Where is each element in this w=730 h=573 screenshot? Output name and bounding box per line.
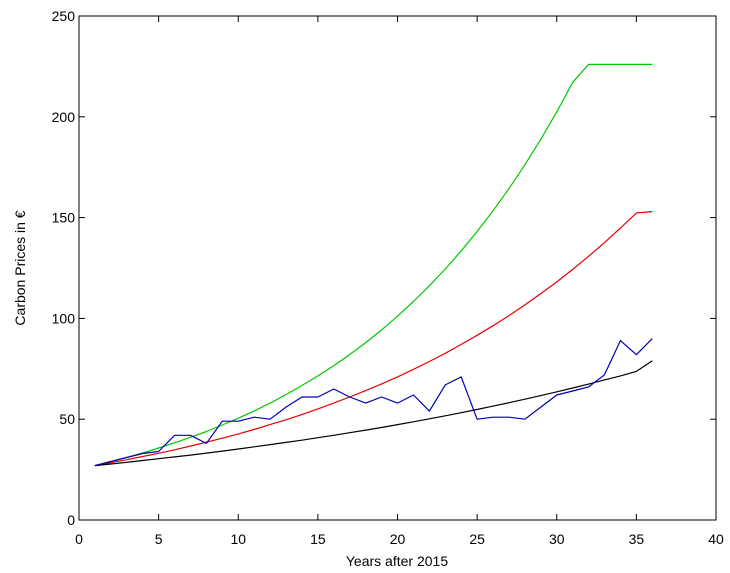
series-line-2 [94,211,653,467]
x-axis-label: Years after 2015 [346,553,448,569]
x-tick-label: 20 [390,531,406,547]
y-tick-label: 250 [52,8,76,24]
y-tick-label: 200 [52,109,76,125]
x-tick-label: 15 [310,531,326,547]
plot-area [78,15,717,521]
x-tick-label: 35 [629,531,645,547]
x-tick-label: 25 [469,531,485,547]
x-tick-label: 30 [549,531,565,547]
y-axis-label: Carbon Prices in € [12,210,28,325]
x-tick-label: 10 [230,531,246,547]
y-tick-label: 100 [52,310,76,326]
x-tick-label: 5 [155,531,163,547]
x-tick-label: 40 [708,531,724,547]
y-tick-label: 50 [59,411,75,427]
x-tick-label: 0 [75,531,83,547]
series-line-4 [94,338,653,467]
y-tick-label: 0 [67,512,75,528]
axis-ticks: 0 5 10 15 20 25 30 35 40 0 50 100 150 200 250 [52,8,724,547]
y-tick-label: 150 [52,210,76,226]
series-line-3 [94,360,653,467]
series-layer [94,63,653,467]
series-line-1 [94,63,653,467]
